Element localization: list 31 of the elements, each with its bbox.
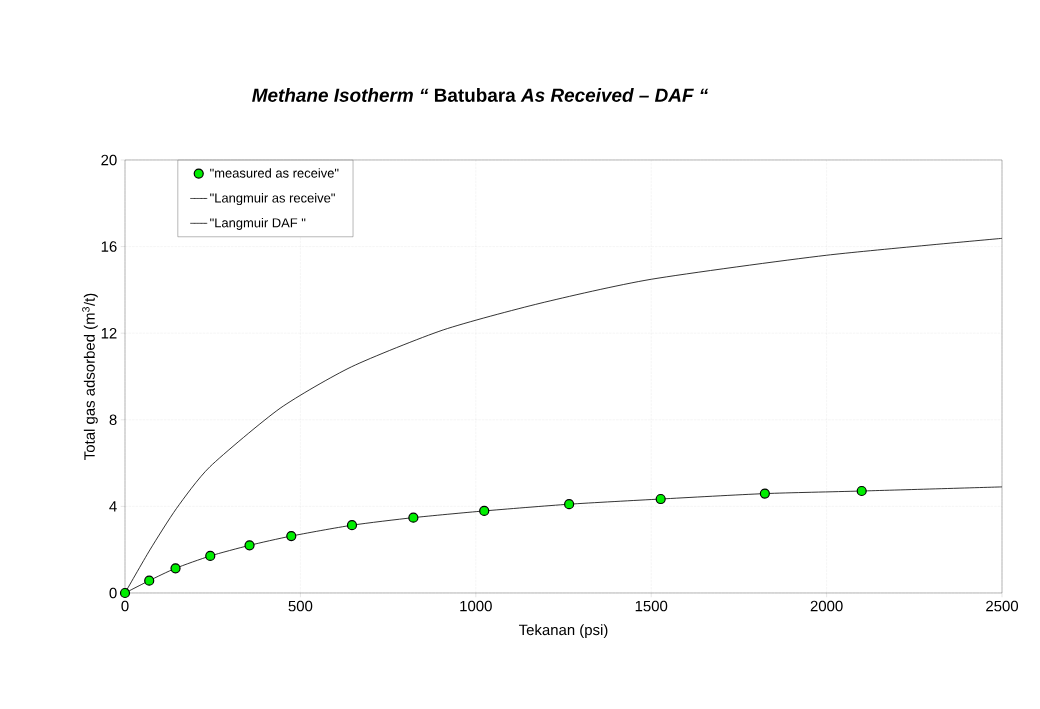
x-tick-label: 1500	[635, 600, 668, 612]
y-tick-label: 12	[101, 327, 117, 339]
point	[655, 493, 666, 505]
point	[408, 512, 419, 523]
point	[856, 485, 867, 497]
point	[346, 520, 358, 531]
point	[479, 505, 490, 517]
legend-label: "Langmuir as receive"	[210, 193, 335, 206]
y-tick-label: 20	[101, 154, 117, 166]
y-tick-label: 0	[109, 587, 117, 599]
y-tick-label: 8	[109, 414, 117, 426]
x-tick-label: 2500	[986, 600, 1019, 612]
point	[286, 530, 297, 542]
point	[119, 587, 131, 599]
y-tick-label: 16	[101, 241, 117, 252]
x-tick-label: 1000	[460, 600, 492, 612]
legend-label: "measured as receive"	[210, 168, 339, 178]
y-axis-title: Total gas adsorbed (m$^{3}$/t)	[82, 293, 98, 460]
point	[759, 488, 770, 499]
x-tick-label: 500	[288, 600, 313, 612]
point	[564, 499, 575, 510]
point	[144, 575, 155, 586]
point	[205, 550, 216, 562]
x-tick-label: 2000	[810, 600, 843, 612]
chart-title: Methane Isotherm “ Batubara As Received – DAF “	[252, 88, 709, 102]
y-tick-label: 4	[109, 501, 117, 512]
x-axis-title: Tekanan (psi)	[518, 624, 608, 639]
x-tick-label: 0	[121, 600, 129, 612]
legend-label: "Langmuir DAF "	[210, 217, 306, 230]
point	[244, 540, 255, 551]
point	[170, 563, 181, 574]
